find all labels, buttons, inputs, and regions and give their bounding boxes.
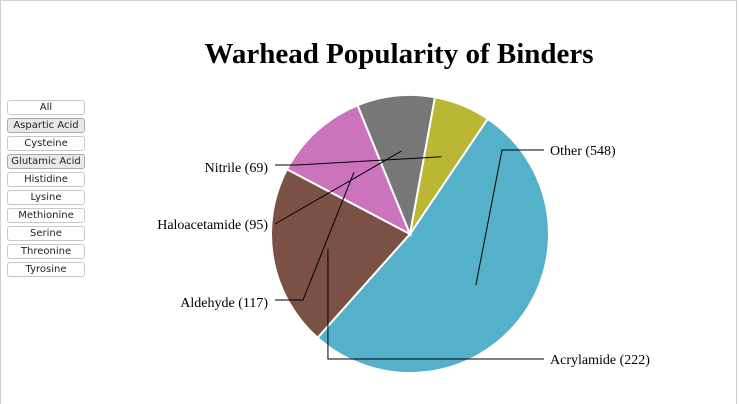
filter-button-tyrosine[interactable]: Tyrosine [7, 262, 85, 277]
slice-label-acrylamide: Acrylamide (222) [550, 353, 650, 368]
slice-label-nitrile: Nitrile (69) [205, 161, 269, 176]
leader-line-acrylamide [327, 248, 544, 360]
slice-label-haloacetamide: Haloacetamide (95) [157, 218, 268, 233]
leader-line-haloacetamide [274, 150, 402, 225]
leader-line-other [475, 149, 544, 286]
pie-slice-other[interactable] [316, 117, 551, 374]
filter-button-all[interactable]: All [7, 100, 85, 115]
filter-button-lysine[interactable]: Lysine [7, 190, 85, 205]
leader-line-aldehyde [275, 172, 355, 301]
filter-button-threonine[interactable]: Threonine [7, 244, 85, 259]
chart-title: Warhead Popularity of Binders [204, 38, 593, 70]
slice-label-other: Other (548) [550, 144, 616, 159]
pie-leader-lines [274, 149, 544, 360]
filter-button-serine[interactable]: Serine [7, 226, 85, 241]
pie-labels: Other (548) Acrylamide (222) Aldehyde (117… [157, 144, 650, 368]
pie-slice-aldehyde[interactable] [285, 103, 412, 237]
slice-label-aldehyde: Aldehyde (117) [180, 296, 268, 311]
filter-button-glutamic-acid[interactable]: Glutamic Acid [7, 154, 85, 169]
pie-slice-acrylamide[interactable] [270, 167, 412, 340]
filter-button-histidine[interactable]: Histidine [7, 172, 85, 187]
pie-slice-nitrile[interactable] [409, 96, 490, 235]
filter-button-aspartic-acid[interactable]: Aspartic Acid [7, 118, 85, 133]
residue-filter-list: All Aspartic Acid Cysteine Glutamic Acid… [7, 100, 85, 277]
filter-button-cysteine[interactable]: Cysteine [7, 136, 85, 151]
filter-button-methionine[interactable]: Methionine [7, 208, 85, 223]
pie-slices [270, 94, 551, 374]
leader-line-nitrile [275, 156, 442, 166]
